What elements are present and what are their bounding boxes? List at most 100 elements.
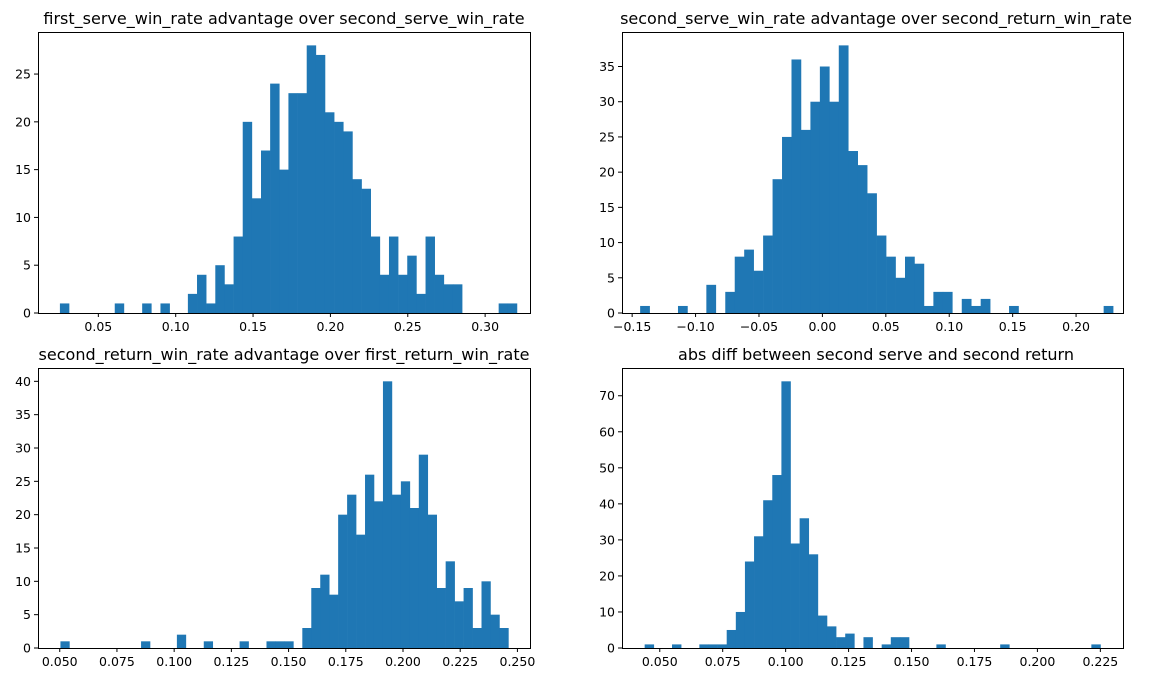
histogram-bar: [744, 249, 754, 313]
y-tick-label: 25: [15, 474, 31, 489]
histogram-bar: [224, 284, 234, 313]
y-axis: 0 5 10 15 20 25 30 35 40: [15, 374, 38, 656]
histogram-bar: [754, 536, 764, 648]
histogram-bar: [725, 291, 736, 313]
histogram-bar: [176, 634, 187, 648]
y-tick-label: 30: [599, 532, 615, 547]
histogram-bar: [881, 644, 892, 648]
histogram-bar: [905, 256, 915, 313]
histogram-bar: [782, 136, 792, 313]
x-tick-label: −0.05: [740, 319, 778, 334]
y-tick-label: 20: [599, 568, 615, 583]
plot-frame: [622, 32, 1124, 314]
histogram-bar: [790, 543, 800, 648]
y-tick-label: 5: [23, 607, 31, 622]
x-tick-label: 0.20: [316, 319, 344, 334]
x-tick-label: 0.25: [394, 319, 422, 334]
histogram-bar: [391, 494, 402, 648]
histogram-panel-abs-diff: abs diff between second serve and second…: [599, 345, 1124, 669]
histogram-bar: [324, 112, 335, 313]
histogram-bar: [365, 474, 375, 648]
histogram-bar: [215, 265, 225, 313]
x-tick-label: 0.200: [1020, 654, 1056, 669]
histogram-bar: [338, 514, 348, 648]
plot-frame: [38, 368, 531, 649]
y-tick-label: 30: [15, 441, 31, 456]
x-tick-label: 0.125: [831, 654, 867, 669]
y-tick-label: 25: [599, 129, 615, 144]
histogram-bar: [640, 305, 650, 313]
y-tick-label: 40: [599, 496, 615, 511]
histogram-bar: [373, 501, 384, 648]
y-tick-label: 30: [599, 94, 615, 109]
x-tick-label: 0.225: [1082, 654, 1118, 669]
histogram-bar: [398, 274, 408, 313]
histogram-bar: [142, 303, 152, 313]
histogram-bar: [857, 165, 868, 313]
histogram-bar: [706, 284, 717, 313]
y-tick-label: 40: [15, 374, 31, 389]
y-tick-label: 10: [15, 574, 31, 589]
histogram-bar: [781, 381, 791, 648]
x-tick-label: 0.250: [500, 654, 536, 669]
histogram-bar: [923, 305, 934, 313]
histogram-bar: [914, 263, 925, 313]
plot-frame: [622, 368, 1124, 649]
histogram-bar: [890, 637, 901, 648]
x-axis: 0.050 0.075 0.100 0.125 0.150 0.175 0.200 0.225…: [42, 648, 536, 669]
histogram-bar: [817, 615, 828, 648]
x-tick-label: 0.100: [156, 654, 192, 669]
histogram-bar: [980, 298, 991, 313]
histogram-bar: [452, 284, 463, 313]
histogram-bar: [829, 101, 840, 313]
y-axis: 0 5 10 15 20 25: [15, 67, 38, 321]
x-tick-label: 0.20: [1062, 319, 1090, 334]
x-tick-label: 0.05: [872, 319, 900, 334]
histogram-bar: [379, 274, 390, 313]
histogram-bar: [288, 93, 298, 313]
histogram-bar: [356, 534, 366, 648]
histogram-bar: [481, 581, 491, 648]
x-axis: 0.05 0.10 0.15 0.20 0.25 0.30: [84, 313, 499, 334]
x-tick-label: 0.100: [768, 654, 804, 669]
histogram-bar: [1000, 644, 1010, 648]
histogram-bar: [672, 644, 682, 648]
x-tick-label: −0.15: [613, 319, 651, 334]
histogram-panel-first-serve: first_serve_win_rate advantage over seco…: [15, 9, 531, 334]
histogram-bar: [753, 270, 764, 313]
histogram-bar: [197, 274, 207, 313]
histogram-bar: [382, 381, 393, 648]
histogram-bar: [895, 277, 906, 313]
y-tick-label: 25: [15, 67, 31, 82]
histogram-bar: [867, 193, 877, 313]
histogram-bar: [961, 298, 972, 313]
y-tick-label: 20: [599, 165, 615, 180]
histogram-bar: [819, 66, 830, 313]
histogram-bar: [734, 256, 745, 313]
histogram-bar: [370, 236, 381, 313]
y-tick-label: 15: [15, 162, 31, 177]
x-tick-label: 0.175: [957, 654, 993, 669]
histogram-bar: [320, 574, 330, 648]
histogram-bar: [427, 514, 437, 648]
histogram-bar: [942, 291, 953, 313]
histogram-bar: [1103, 305, 1114, 313]
x-axis: 0.050 0.075 0.100 0.125 0.150 0.175 0.200 0.225: [642, 648, 1118, 669]
histogram-bar: [251, 198, 262, 313]
histogram-bar: [886, 256, 896, 313]
x-tick-label: 0.125: [213, 654, 249, 669]
y-tick-label: 10: [15, 210, 31, 225]
histogram-bar: [233, 236, 244, 313]
histogram-bar: [838, 45, 849, 313]
histogram-bar: [826, 626, 837, 648]
histogram-bar: [315, 54, 326, 313]
histogram-bar: [726, 629, 737, 648]
x-tick-label: 0.10: [162, 319, 190, 334]
histogram-bar: [498, 303, 509, 313]
histogram-bar: [297, 93, 308, 313]
y-tick-label: 20: [15, 114, 31, 129]
bars-group: [644, 381, 1101, 648]
histogram-bar: [699, 644, 709, 648]
histogram-bar: [836, 637, 846, 648]
